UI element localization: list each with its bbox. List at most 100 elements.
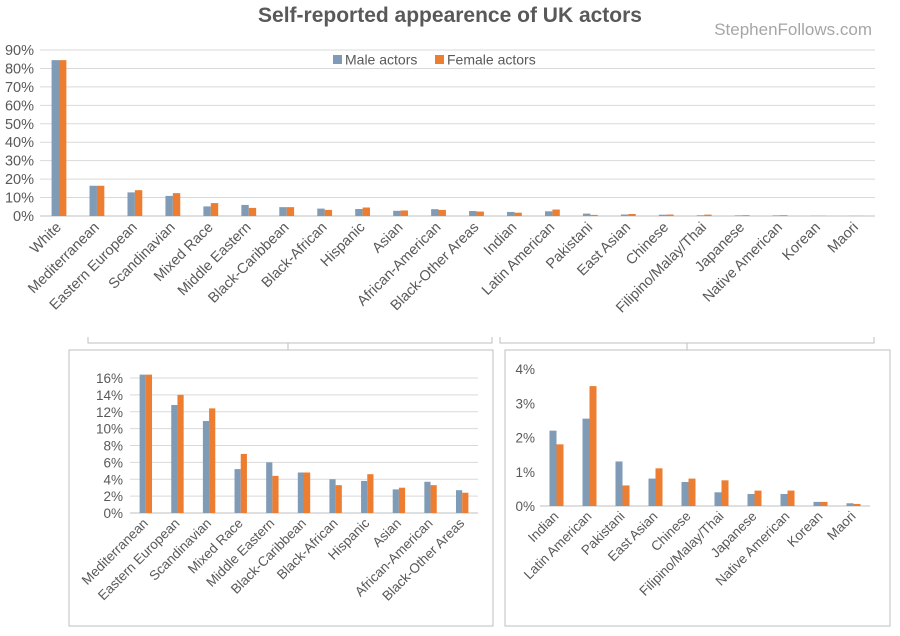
- main-bar-female: [210, 203, 219, 216]
- main-ytick-label: 40%: [5, 135, 34, 151]
- zoom-left-bar-female: [304, 472, 311, 513]
- zoom-right-bar-male: [549, 430, 557, 506]
- main-ytick-label: 80%: [5, 61, 34, 77]
- main-bar-male: [241, 204, 249, 216]
- zoom-left-ytick-label: 0%: [103, 506, 123, 521]
- zoom-right-category-label: Maori: [824, 509, 858, 543]
- zoom-left-ytick-label: 14%: [96, 388, 123, 403]
- zoom-left-ytick-label: 12%: [96, 405, 123, 420]
- main-bar-male: [317, 208, 325, 216]
- main-ytick-label: 50%: [5, 117, 34, 133]
- zoom-left-bar-male: [424, 481, 431, 513]
- main-ytick-label: 20%: [5, 172, 34, 188]
- main-bar-female: [58, 60, 67, 217]
- main-bar-male: [582, 213, 591, 216]
- main-bar-female: [96, 185, 105, 216]
- zoom-left-ytick-label: 10%: [96, 422, 123, 437]
- main-bar-female: [438, 209, 446, 216]
- main-bar-male: [203, 206, 211, 216]
- zoom-left-ytick-label: 6%: [103, 455, 123, 470]
- main-bar-male: [51, 60, 59, 217]
- zoom-right-ytick-label: 4%: [515, 362, 535, 377]
- zoom-left-bar-male: [297, 472, 304, 513]
- zoom-left-bar-female: [335, 485, 342, 513]
- zoom-right-category-label: Korean: [784, 509, 825, 550]
- zoom-left-bar-female: [367, 474, 374, 513]
- zoom-right-bar-female: [556, 444, 564, 506]
- zoom-left-bar-male: [171, 405, 178, 513]
- main-bar-male: [355, 208, 363, 216]
- main-bar-male: [89, 185, 97, 216]
- main-category-label: Maori: [825, 220, 862, 257]
- main-bar-male: [507, 211, 515, 216]
- zoom-right-bar-male: [780, 494, 788, 506]
- zoom-left-bar-female: [177, 394, 184, 513]
- watermark: StephenFollows.com: [714, 20, 872, 39]
- main-bar-female: [286, 207, 295, 216]
- zoom-left-frame: [68, 349, 494, 627]
- main-ytick-label: 10%: [5, 191, 34, 207]
- chart-title: Self-reported appearence of UK actors: [258, 4, 642, 27]
- zoom-right-bar-male: [846, 503, 854, 506]
- main-bar-female: [248, 207, 257, 216]
- main-ytick-label: 60%: [5, 98, 34, 114]
- zoom-left-bar-male: [392, 489, 399, 513]
- zoom-right-bar-male: [813, 501, 821, 506]
- zoom-right-ytick-label: 2%: [515, 431, 535, 446]
- legend-swatch-male: [333, 55, 342, 64]
- main-bar-male: [620, 214, 629, 216]
- zoom-right-ytick-label: 1%: [515, 465, 535, 480]
- main-bar-male: [279, 207, 287, 216]
- zoom-left-bar-female: [240, 453, 247, 513]
- main-category-label: Korean: [780, 220, 824, 264]
- main-bar-female: [742, 215, 750, 216]
- main-bar-female: [552, 209, 560, 216]
- main-bar-male: [772, 215, 781, 216]
- zoom-left-bar-male: [139, 374, 146, 513]
- main-bar-female: [362, 207, 371, 216]
- zoom-left-ytick-label: 2%: [103, 489, 123, 504]
- zoom-right-ytick-label: 0%: [515, 499, 535, 514]
- main-bar-male: [469, 211, 477, 216]
- zoom-right-bar-male: [681, 482, 689, 506]
- main-ytick-label: 70%: [5, 80, 34, 96]
- main-bar-male: [165, 195, 173, 216]
- zoom-left-bar-male: [361, 480, 368, 513]
- zoom-right-bar-female: [820, 501, 828, 506]
- zoom-right-bar-female: [655, 468, 663, 506]
- main-bar-male: [734, 215, 743, 216]
- main-bar-female: [590, 214, 598, 216]
- zoom-right-bar-male: [582, 418, 590, 506]
- main-bar-female: [324, 209, 333, 216]
- zoom-left-bracket: [87, 337, 493, 350]
- zoom-right-bar-female: [589, 386, 597, 506]
- zoom-left-bar-male: [266, 462, 273, 513]
- zoom-left-ytick-label: 8%: [103, 439, 123, 454]
- main-bar-female: [514, 212, 522, 216]
- zoom-left-bar-female: [398, 487, 406, 513]
- zoom-left-bar-male: [202, 421, 210, 513]
- zoom-right-bar-female: [622, 485, 630, 506]
- zoom-right-bar-male: [648, 478, 656, 506]
- legend-label-male: Male actors: [345, 52, 417, 68]
- zoom-left-bar-male: [234, 469, 241, 513]
- main-bar-female: [666, 214, 674, 216]
- zoom-left-ytick-label: 4%: [103, 472, 123, 487]
- main-bar-female: [628, 213, 636, 216]
- main-bar-female: [780, 215, 788, 216]
- zoom-left-bar-female: [430, 485, 437, 513]
- main-bar-female: [400, 210, 408, 216]
- main-bar-male: [658, 214, 667, 216]
- zoom-left-bar-male: [455, 490, 463, 513]
- main-bar-male: [431, 209, 439, 216]
- zoom-right-bar-male: [615, 461, 623, 506]
- legend-label-female: Female actors: [447, 52, 536, 68]
- main-bar-female: [476, 211, 484, 216]
- zoom-right-bar-female: [688, 478, 696, 506]
- zoom-right-bar-male: [747, 494, 755, 506]
- zoom-left-bar-female: [209, 408, 216, 513]
- main-bar-female: [172, 193, 181, 216]
- zoom-left-ytick-label: 16%: [96, 371, 123, 386]
- zoom-right-bar-female: [721, 480, 729, 506]
